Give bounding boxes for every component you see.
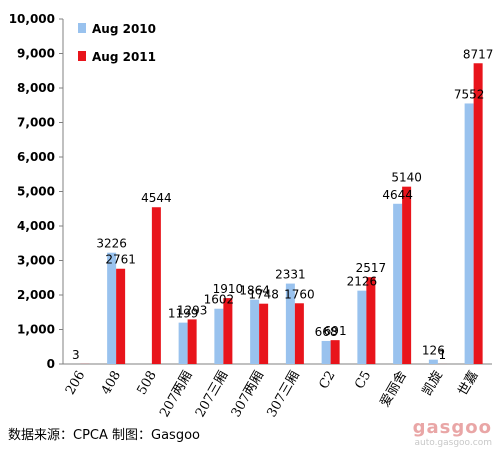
data-label: 668	[315, 325, 338, 339]
bar-aug-2011	[151, 207, 161, 364]
x-category-label: C2	[316, 369, 338, 392]
y-tick-label: 6,000	[17, 150, 55, 164]
legend-label: Aug 2011	[92, 50, 156, 64]
bar-aug-2010	[107, 252, 117, 364]
bar-aug-2010	[464, 103, 474, 365]
data-label: 1293	[177, 303, 208, 317]
legend-swatch	[78, 51, 86, 61]
bar-aug-2010	[285, 283, 295, 364]
y-tick-label: 2,000	[17, 288, 55, 302]
source-note: 数据来源：CPCA 制图：Gasgoo	[8, 428, 200, 443]
x-category-label: 408	[99, 369, 124, 398]
legend-label: Aug 2010	[92, 22, 156, 36]
data-label: 2331	[275, 268, 306, 282]
data-label: 1910	[213, 282, 244, 296]
y-tick-label: 8,000	[17, 81, 55, 95]
bar-aug-2011	[366, 277, 376, 364]
bar-aug-2011	[330, 340, 340, 364]
data-label: 1199	[168, 307, 199, 321]
x-category-label: 307两厢	[229, 369, 267, 421]
y-tick-label: 5,000	[17, 185, 55, 199]
data-label: 7552	[454, 87, 485, 101]
data-label: 3	[72, 348, 80, 362]
data-label: 1748	[248, 288, 279, 302]
y-axis-ticks: 0 1,000 2,000 3,000 4,000 5,000 6,000 7,000 8,00…	[9, 12, 63, 371]
watermark-url: auto.gasgoo.com	[414, 438, 492, 448]
data-label: 8717	[463, 47, 494, 61]
y-tick-label: 10,000	[9, 12, 55, 26]
bar-aug-2011	[259, 303, 269, 364]
axes	[62, 19, 492, 365]
data-label: 4644	[382, 188, 413, 202]
data-label: 691	[324, 324, 347, 338]
bars	[80, 63, 483, 365]
data-label: 126	[422, 344, 445, 358]
bar-aug-2011	[294, 303, 304, 364]
bar-aug-2011	[473, 63, 483, 365]
y-tick-label: 1,000	[17, 323, 55, 337]
data-label: 2761	[105, 253, 136, 267]
x-category-label: 世嘉	[456, 369, 482, 399]
y-tick-label: 0	[47, 357, 55, 371]
legend-swatch	[78, 23, 86, 33]
bar-aug-2010	[214, 308, 224, 364]
data-label: 2517	[356, 261, 387, 275]
x-category-label: 凯旋	[420, 369, 446, 399]
data-label: 1864	[239, 284, 270, 298]
data-label: 4544	[141, 191, 172, 205]
y-tick-label: 7,000	[17, 116, 55, 130]
bar-aug-2010	[428, 359, 438, 364]
bar-aug-2010	[357, 290, 367, 364]
data-label: 1760	[284, 287, 315, 301]
legend: Aug 2010 Aug 2011	[78, 22, 156, 64]
bar-aug-2011	[187, 319, 197, 364]
bar-aug-2010	[393, 203, 403, 364]
data-label: 1	[439, 348, 447, 362]
bar-aug-2011	[402, 186, 412, 364]
y-tick-label: 9,000	[17, 47, 55, 61]
x-category-label: 206	[63, 369, 88, 398]
x-category-label: 207三厢	[193, 369, 231, 421]
watermark: gasgoo auto.gasgoo.com	[413, 417, 492, 448]
x-category-label: C5	[352, 369, 374, 392]
data-label: 2126	[347, 275, 378, 289]
y-tick-label: 4,000	[17, 219, 55, 233]
bar-aug-2011	[223, 298, 233, 364]
x-category-label: 207两厢	[157, 369, 195, 421]
bar-aug-2010	[178, 322, 188, 364]
bar-aug-2010	[250, 299, 260, 364]
watermark-logo: gasgoo	[412, 417, 492, 438]
data-label: 1602	[204, 293, 235, 307]
data-label: 3226	[96, 237, 127, 251]
bar-aug-2011	[116, 268, 126, 364]
x-category-label: 爱丽舍	[378, 369, 410, 410]
x-category-label: 307三厢	[264, 369, 302, 421]
y-tick-label: 3,000	[17, 254, 55, 268]
bar-aug-2010	[321, 340, 331, 364]
data-label: 5140	[391, 171, 422, 185]
x-category-label: 508	[134, 369, 159, 398]
